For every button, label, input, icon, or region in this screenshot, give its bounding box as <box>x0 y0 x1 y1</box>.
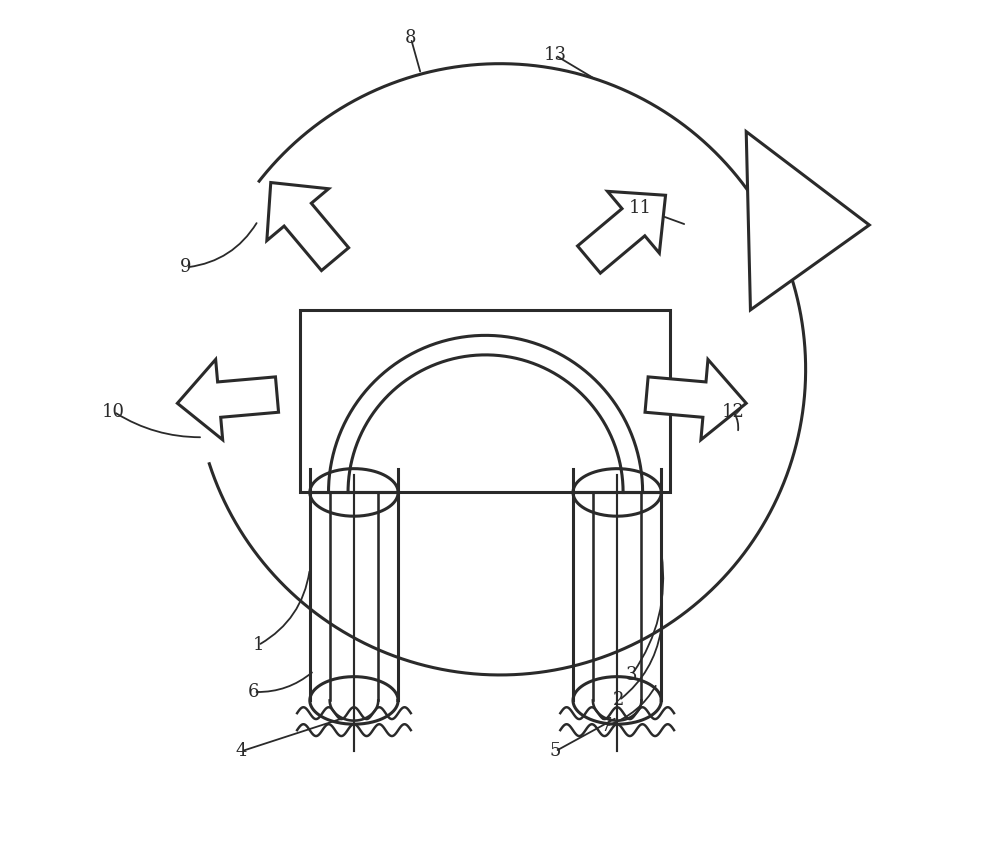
Polygon shape <box>177 359 279 440</box>
Text: 13: 13 <box>544 46 567 65</box>
Text: 5: 5 <box>549 742 561 761</box>
Polygon shape <box>578 191 666 273</box>
Text: 6: 6 <box>248 683 260 701</box>
Polygon shape <box>746 132 869 310</box>
Text: 1: 1 <box>252 636 264 655</box>
Text: 10: 10 <box>102 402 125 421</box>
Text: 4: 4 <box>235 742 247 761</box>
Text: 9: 9 <box>180 258 192 277</box>
Bar <box>300 310 670 492</box>
Text: 2: 2 <box>613 691 625 710</box>
Text: 3: 3 <box>626 666 637 684</box>
Text: 12: 12 <box>722 402 745 421</box>
Text: 11: 11 <box>629 199 652 217</box>
Text: 8: 8 <box>405 29 417 48</box>
Polygon shape <box>645 359 746 440</box>
Polygon shape <box>267 183 349 271</box>
Text: 7: 7 <box>600 717 612 735</box>
